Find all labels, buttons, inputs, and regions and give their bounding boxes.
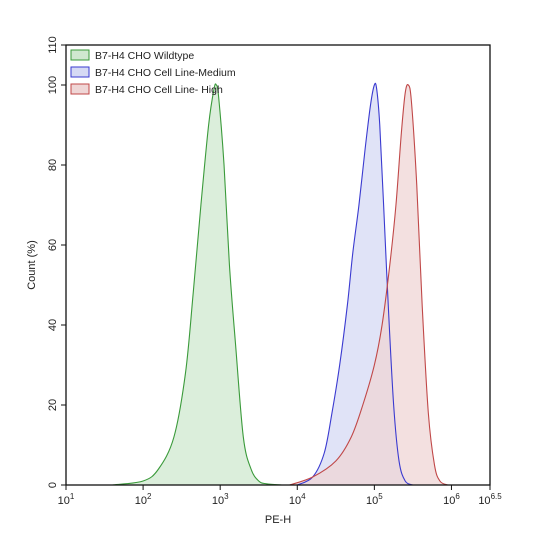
y-axis: 0 20 40 60 80 100 110: [47, 36, 66, 488]
legend-label-3: B7-H4 CHO Cell Line- High: [95, 84, 223, 96]
x-tick-label: 103: [212, 492, 229, 507]
legend-swatch-3: [70, 83, 90, 95]
series-area-1: [112, 83, 282, 486]
plot-area-frame: [65, 44, 491, 486]
x-axis: 101 102 103 104 105 106 106.5: [58, 485, 502, 507]
series-line-2: [297, 82, 414, 486]
legend-swatch-2: [70, 66, 90, 78]
y-tick-label: 60: [47, 239, 59, 251]
y-tick-label: 80: [47, 159, 59, 171]
y-tick-label: 0: [47, 482, 59, 488]
y-tick-label: 40: [47, 319, 59, 331]
x-axis-label: PE-H: [265, 514, 291, 526]
series-fills: [112, 83, 448, 486]
y-tick-label: 100: [47, 76, 59, 94]
legend-label-1: B7-H4 CHO Wildtype: [95, 50, 194, 62]
series-line-1: [112, 83, 282, 486]
x-tick-label: 101: [58, 492, 75, 507]
legend: B7-H4 CHO Wildtype B7-H4 CHO Cell Line-Me…: [70, 49, 236, 96]
legend-label-2: B7-H4 CHO Cell Line-Medium: [95, 67, 236, 79]
series-line-3: [289, 84, 448, 486]
x-tick-label: 105: [366, 492, 383, 507]
x-tick-label: 106.5: [478, 492, 502, 507]
x-tick-label: 104: [289, 492, 306, 507]
series-lines: [112, 82, 448, 486]
x-tick-label: 102: [135, 492, 152, 507]
x-tick-label: 106: [443, 492, 460, 507]
legend-swatch-1: [70, 49, 90, 61]
y-tick-label: 110: [47, 36, 59, 54]
y-tick-label: 20: [47, 399, 59, 411]
y-axis-label: Count (%): [26, 240, 38, 290]
series-area-3: [289, 84, 448, 485]
